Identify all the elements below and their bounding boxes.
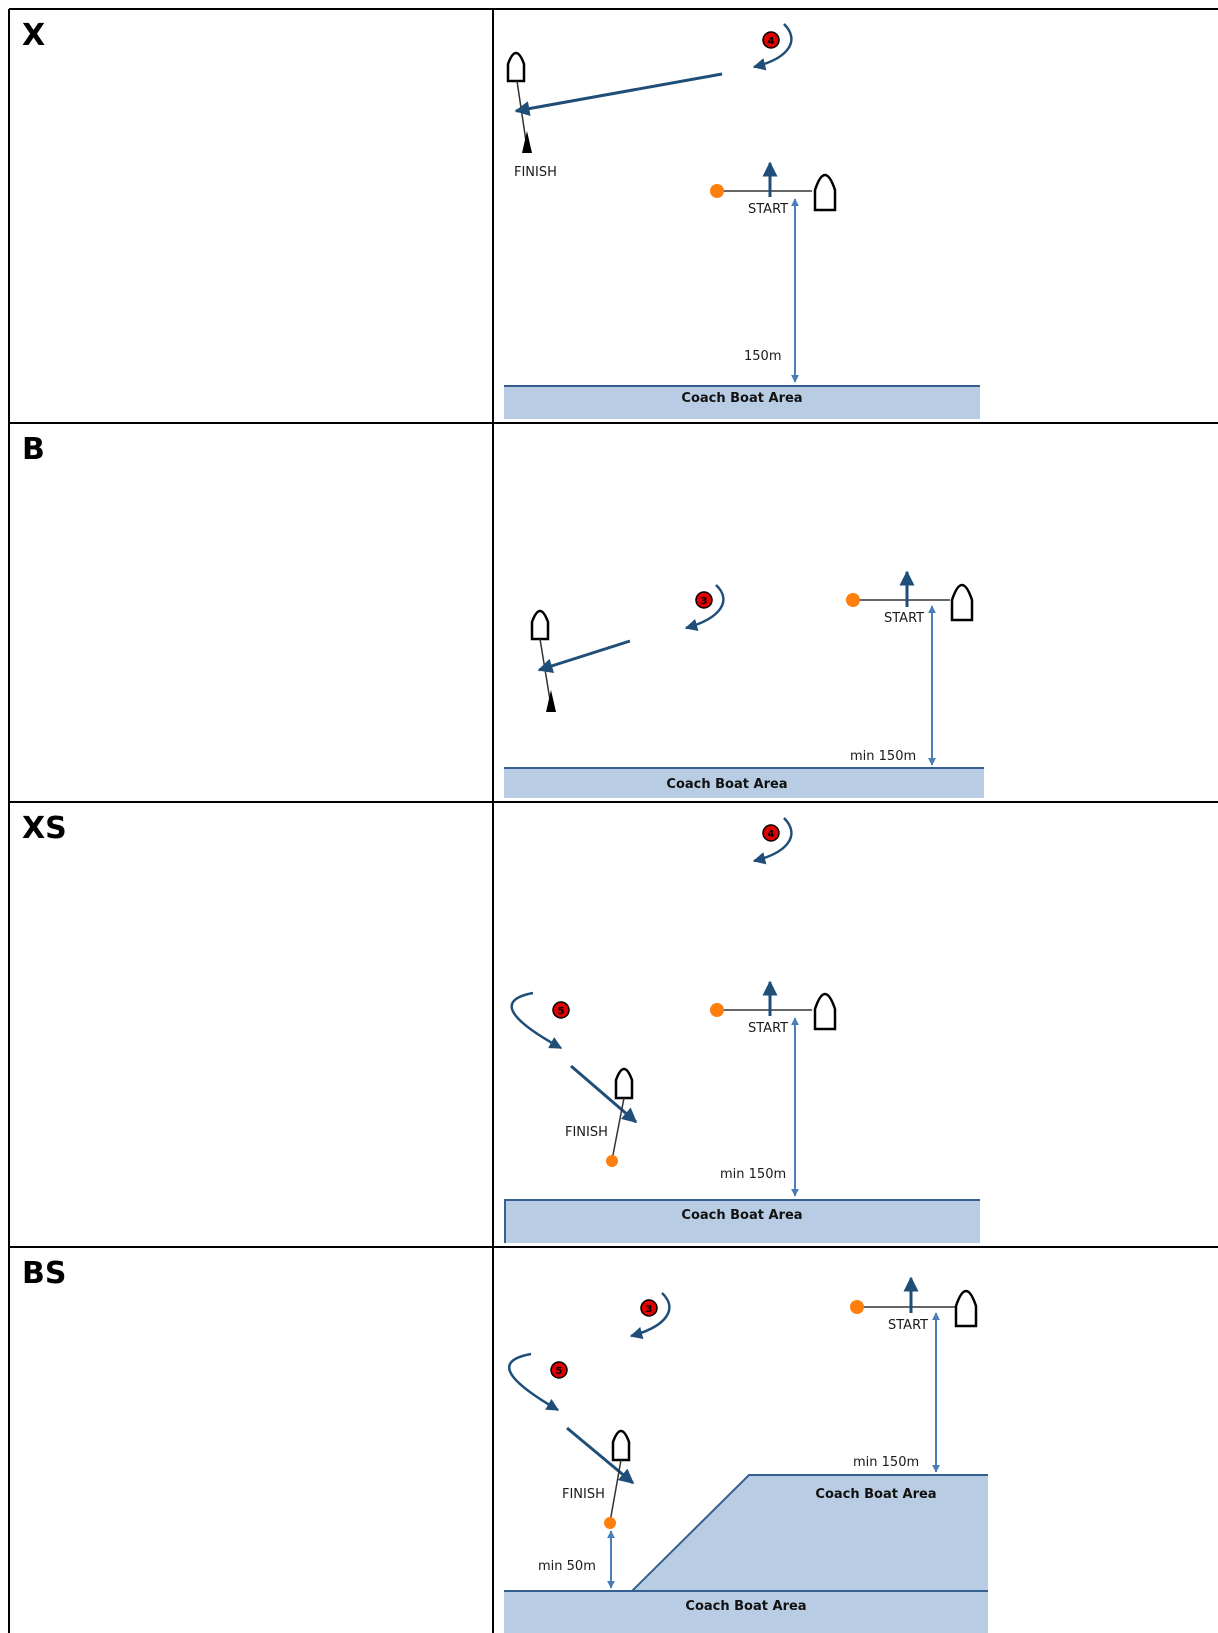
coach-boat-area [504,1200,980,1243]
numbered-mark-icon [550,1361,568,1379]
boat-icon [813,173,837,212]
start-label: START [748,1021,788,1036]
numbered-mark-icon [762,31,780,49]
boat-icon [950,583,974,622]
row-label-b: B [22,432,45,467]
coach-boat-area [504,386,980,419]
svg-text:3: 3 [646,1304,653,1315]
numbered-mark-icon [762,824,780,842]
boat-icon [614,1067,634,1100]
boat-icon [813,992,837,1031]
distance-label: min 150m [720,1167,786,1182]
coach-area-label-upper: Coach Boat Area [815,1487,936,1502]
boat-icon [530,609,550,641]
diagram-b: Coach Boat Area 3 START min 150m [504,570,984,798]
orange-buoy-icon [606,1155,618,1167]
numbered-mark-icon [552,1001,570,1019]
coach-area-label: Coach Boat Area [681,391,802,406]
svg-text:5: 5 [556,1366,563,1377]
finish-label: FINISH [565,1125,608,1140]
finish-label: FINISH [562,1487,605,1502]
boat-icon [611,1429,631,1462]
orange-buoy-icon [846,593,860,607]
distance-label: min 150m [850,749,916,764]
numbered-mark-icon [640,1299,658,1317]
pin-icon [522,131,532,153]
pin-icon [546,690,556,712]
distance-label-start: min 150m [853,1455,919,1470]
orange-buoy-icon [850,1300,864,1314]
svg-text:4: 4 [768,829,775,840]
row-label-xs: XS [22,811,67,846]
svg-text:4: 4 [768,36,775,47]
orange-buoy-icon [604,1517,616,1529]
distance-label: 150m [744,349,781,364]
orange-buoy-icon [710,1003,724,1017]
row-label-x: X [22,18,46,53]
coach-boat-area [504,768,984,798]
finish-label: FINISH [514,165,557,180]
row-label-bs: BS [22,1256,67,1291]
coach-area-label-lower: Coach Boat Area [685,1599,806,1614]
diagram-x: Coach Boat Area FINISH 4 START 150m [504,23,980,419]
boat-icon [506,51,526,83]
start-label: START [888,1318,928,1333]
start-label: START [748,202,788,217]
diagram-xs: Coach Boat Area 4 5 FINISH START min 150… [504,817,980,1243]
svg-text:3: 3 [701,596,708,607]
numbered-mark-icon [695,591,713,609]
coach-area-label: Coach Boat Area [666,777,787,792]
diagram-bs: Coach Boat Area Coach Boat Area 3 5 FINI… [504,1276,988,1633]
coach-area-label: Coach Boat Area [681,1208,802,1223]
svg-text:5: 5 [558,1006,565,1017]
distance-label-finish: min 50m [538,1559,596,1574]
coach-boat-area [504,1591,988,1633]
boat-icon [954,1289,978,1328]
start-label: START [884,611,924,626]
orange-buoy-icon [710,184,724,198]
